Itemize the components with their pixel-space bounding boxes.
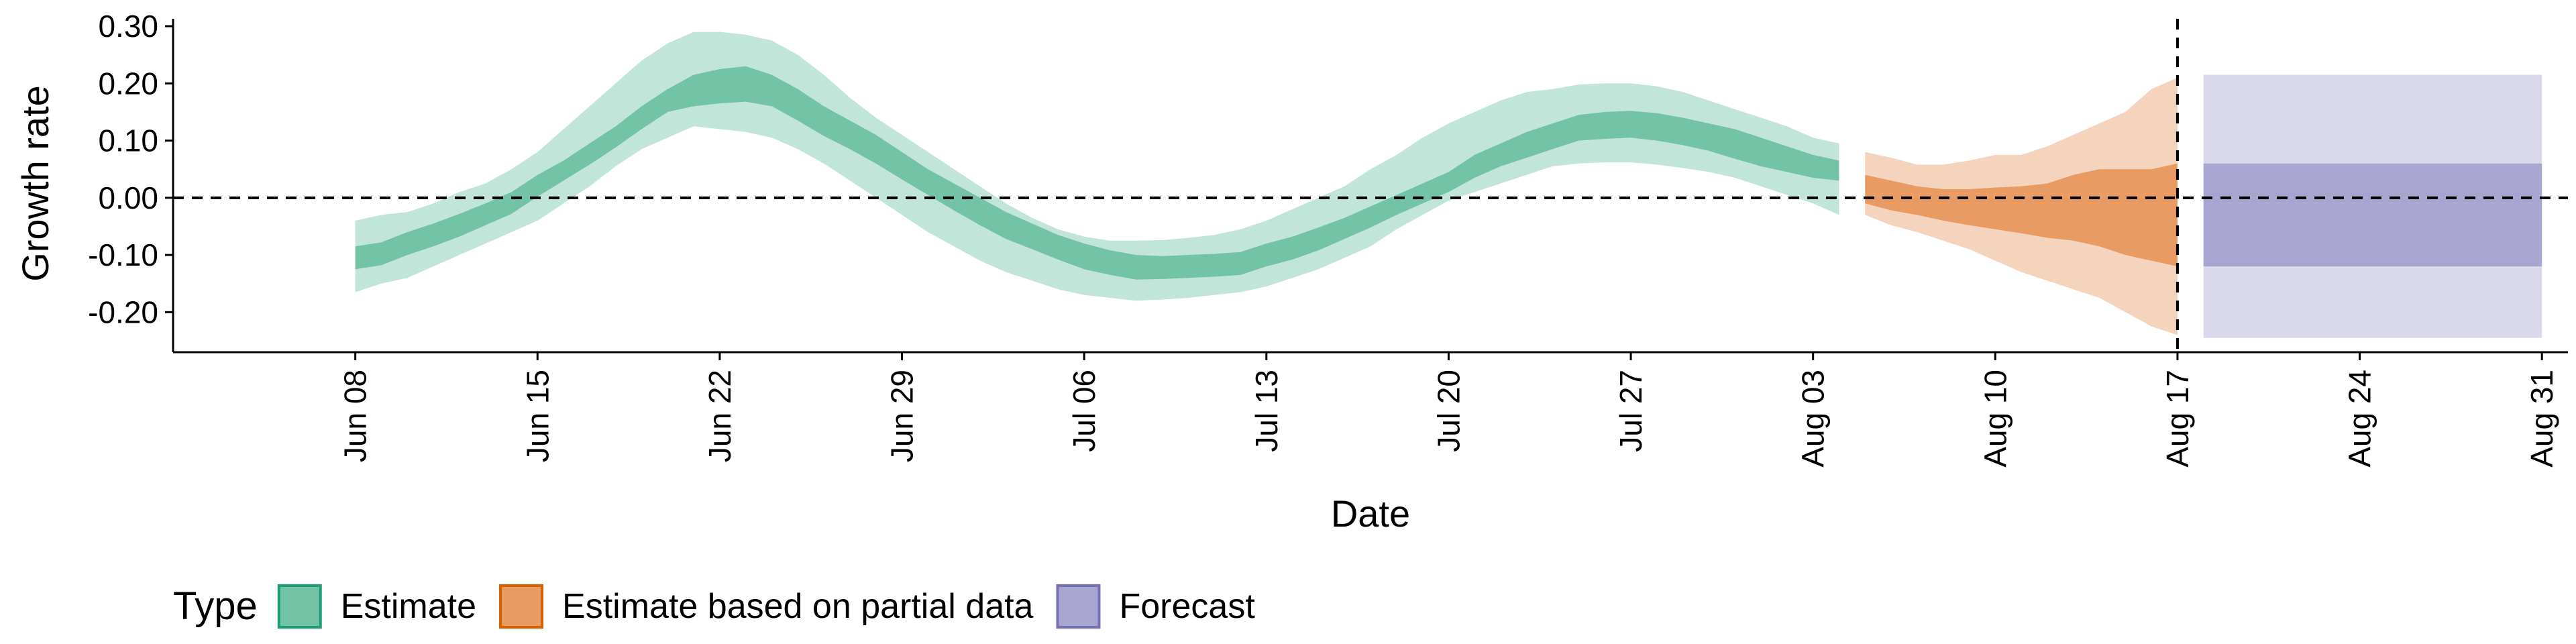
y-tick-label: 0.20 xyxy=(98,66,158,101)
y-tick-label: 0.10 xyxy=(98,123,158,158)
legend-title: Type xyxy=(173,584,258,628)
x-tick-label: Aug 31 xyxy=(2524,370,2559,468)
band-inner-forecast xyxy=(2203,163,2542,267)
legend-key xyxy=(277,584,322,629)
x-tick-label: Jun 15 xyxy=(520,370,555,462)
x-tick-label: Jul 06 xyxy=(1067,370,1102,452)
x-tick-label: Jul 20 xyxy=(1431,370,1466,452)
legend-key xyxy=(1056,584,1101,629)
axes: 0.30 0.20 0.10 0.00 -0.10 -0.20 Jun 08 Jun 15 Ju… xyxy=(88,9,2568,468)
x-tick-label: Jun 29 xyxy=(885,370,920,462)
x-tick-label: Aug 10 xyxy=(1978,370,2012,468)
x-axis-title: Date xyxy=(1331,492,1410,535)
legend: Type Estimate Estimate based on partial da… xyxy=(173,584,1255,629)
x-tick-label: Aug 24 xyxy=(2343,370,2377,468)
reference-lines xyxy=(173,19,2568,352)
band-inner-estimate-based-on-partial-data xyxy=(1865,163,2178,267)
x-tick-label: Aug 17 xyxy=(2160,370,2195,468)
legend-label: Estimate based on partial data xyxy=(562,587,1034,626)
x-tick-label: Jul 27 xyxy=(1613,370,1648,452)
x-tick-label: Jun 22 xyxy=(702,370,737,462)
legend-label: Estimate xyxy=(341,587,476,626)
x-tick-label: Jun 08 xyxy=(338,370,373,462)
x-tick-label: Aug 03 xyxy=(1796,370,1831,468)
x-tick-label: Jul 13 xyxy=(1249,370,1284,452)
y-tick-label: -0.10 xyxy=(88,237,158,272)
y-tick-label: 0.00 xyxy=(98,180,158,215)
y-tick-label: -0.20 xyxy=(88,294,158,329)
y-axis-title: Growth rate xyxy=(14,85,56,282)
y-tick-label: 0.30 xyxy=(98,9,158,44)
legend-label: Forecast xyxy=(1119,587,1255,626)
series-bands xyxy=(355,32,2542,338)
legend-key xyxy=(499,584,544,629)
